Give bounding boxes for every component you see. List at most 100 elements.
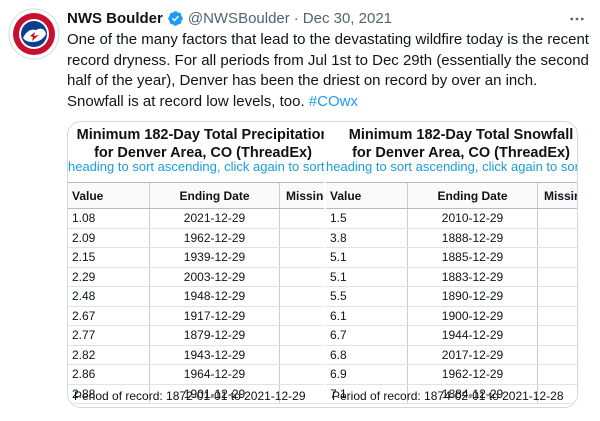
cell-missing (538, 307, 577, 326)
cell-value: 2.88 (68, 384, 150, 403)
table-row: 5.1 1883-12-29 (326, 267, 577, 287)
table-row: 2.15 1939-12-29 (68, 248, 324, 268)
cell-missing (538, 268, 577, 287)
tweet-text: One of the many factors that lead to the… (67, 30, 592, 112)
cell-value: 6.8 (326, 345, 408, 364)
cell-missing (538, 346, 577, 365)
cell-ending-date: 1917-12-29 (150, 306, 280, 325)
cell-missing (280, 346, 324, 365)
cell-ending-date: 1885-12-29 (408, 248, 538, 267)
nws-logo-icon (8, 8, 60, 60)
column-header-missing[interactable]: Missing (286, 188, 324, 203)
cell-missing (280, 209, 324, 228)
cell-ending-date: 1939-12-29 (150, 248, 280, 267)
table-row: 6.8 2017-12-29 (326, 345, 577, 365)
cell-ending-date: 1884-12-29 (408, 384, 538, 403)
table-row: 6.1 1900-12-29 (326, 306, 577, 326)
tweet-header: NWS Boulder @NWSBoulder · Dec 30, 2021 (67, 7, 590, 29)
cell-ending-date: 1964-12-29 (150, 365, 280, 384)
table-row: 2.29 2003-12-29 (68, 267, 324, 287)
cell-ending-date: 1901-12-29 (150, 384, 280, 403)
verified-badge-icon (168, 10, 183, 26)
cell-value: 6.9 (326, 365, 408, 384)
snow-table-image[interactable]: Minimum 182-Day Total Snowfall for Denve… (324, 122, 577, 407)
cell-missing (280, 229, 324, 248)
table-row: 7.1 1884-12-29 (326, 384, 577, 404)
handle[interactable]: @NWSBoulder (187, 9, 290, 27)
precip-title-line2: for Denver Area, CO (ThreadEx) (94, 145, 312, 161)
cell-missing (538, 326, 577, 345)
cell-value: 2.67 (68, 306, 150, 325)
cell-missing (280, 248, 324, 267)
cell-value: 2.29 (68, 267, 150, 286)
precip-table: Value Ending Date Missing 1.082021-12-29… (68, 182, 324, 404)
table-row: 2.86 1964-12-29 (68, 365, 324, 385)
cell-ending-date: 1888-12-29 (408, 228, 538, 247)
cell-value: 6.1 (326, 306, 408, 325)
cell-value: 2.15 (68, 248, 150, 267)
cell-value: 1.08 (68, 209, 150, 228)
column-header-value[interactable]: Value (68, 183, 150, 208)
cell-missing (538, 248, 577, 267)
table-row: 3.8 1888-12-29 (326, 228, 577, 248)
cell-missing (538, 229, 577, 248)
table-row: 1.5 2010-12-29 (326, 209, 577, 229)
cell-missing (280, 268, 324, 287)
table-row: 5.1 1885-12-29 (326, 248, 577, 268)
snow-period-of-record: Period of record: 1874-02-01 to 2021-12-… (332, 389, 564, 403)
column-header-ending-date[interactable]: Ending Date (408, 183, 538, 208)
precip-sort-hint: heading to sort ascending, click again t… (68, 159, 324, 174)
display-name[interactable]: NWS Boulder (67, 9, 163, 27)
cell-ending-date: 1962-12-29 (408, 365, 538, 384)
table-row: 6.9 1962-12-29 (326, 365, 577, 385)
cell-ending-date: 1943-12-29 (150, 345, 280, 364)
cell-missing (538, 287, 577, 306)
cell-value: 7.1 (326, 384, 408, 403)
cell-value: 2.77 (68, 326, 150, 345)
cell-value: 2.48 (68, 287, 150, 306)
cell-ending-date: 1944-12-29 (408, 326, 538, 345)
table-row: 5.5 1890-12-29 (326, 287, 577, 307)
table-row: 2.77 1879-12-29 (68, 326, 324, 346)
cell-missing (280, 307, 324, 326)
more-options-icon[interactable] (568, 10, 586, 28)
cell-ending-date: 1879-12-29 (150, 326, 280, 345)
cell-value: 1.5 (326, 209, 408, 228)
cell-ending-date: 2021-12-29 (150, 209, 280, 228)
tweet-date[interactable]: Dec 30, 2021 (302, 9, 393, 27)
column-header-missing[interactable]: Missing (544, 188, 577, 203)
precip-title-line1: Minimum 182-Day Total Precipitation (76, 127, 324, 143)
cell-ending-date: 1883-12-29 (408, 267, 538, 286)
snow-title-line1: Minimum 182-Day Total Snowfall (348, 127, 574, 143)
cell-value: 2.86 (68, 365, 150, 384)
media-card[interactable]: Minimum 182-Day Total Precipitation for … (67, 121, 578, 408)
column-header-value[interactable]: Value (326, 183, 408, 208)
table-row: 2.09 1962-12-29 (68, 228, 324, 248)
cell-ending-date: 2017-12-29 (408, 345, 538, 364)
hashtag-link[interactable]: #COwx (308, 92, 358, 110)
cell-value: 2.09 (68, 228, 150, 247)
cell-ending-date: 1890-12-29 (408, 287, 538, 306)
cell-ending-date: 1900-12-29 (408, 306, 538, 325)
precip-table-image[interactable]: Minimum 182-Day Total Precipitation for … (68, 122, 324, 407)
snow-title: Minimum 182-Day Total Snowfall for Denve… (326, 126, 577, 162)
cell-value: 3.8 (326, 228, 408, 247)
cell-missing (280, 365, 324, 384)
snow-table: Value Ending Date Missing 1.52010-12-293… (326, 182, 577, 404)
cell-missing (280, 326, 324, 345)
tweet-body: One of the many factors that lead to the… (67, 31, 589, 110)
avatar[interactable] (8, 8, 60, 60)
precip-table-header: Value Ending Date Missing (68, 182, 324, 209)
table-row: 2.48 1948-12-29 (68, 287, 324, 307)
cell-ending-date: 2010-12-29 (408, 209, 538, 228)
snow-title-line2: for Denver Area, CO (ThreadEx) (352, 145, 570, 161)
precip-title: Minimum 182-Day Total Precipitation for … (68, 126, 324, 162)
cell-ending-date: 1962-12-29 (150, 228, 280, 247)
table-row: 2.82 1943-12-29 (68, 345, 324, 365)
cell-missing (538, 365, 577, 384)
separator: · (293, 9, 299, 27)
cell-ending-date: 2003-12-29 (150, 267, 280, 286)
snow-table-header: Value Ending Date Missing (326, 182, 577, 209)
table-row: 2.88 1901-12-29 (68, 384, 324, 404)
column-header-ending-date[interactable]: Ending Date (150, 183, 280, 208)
